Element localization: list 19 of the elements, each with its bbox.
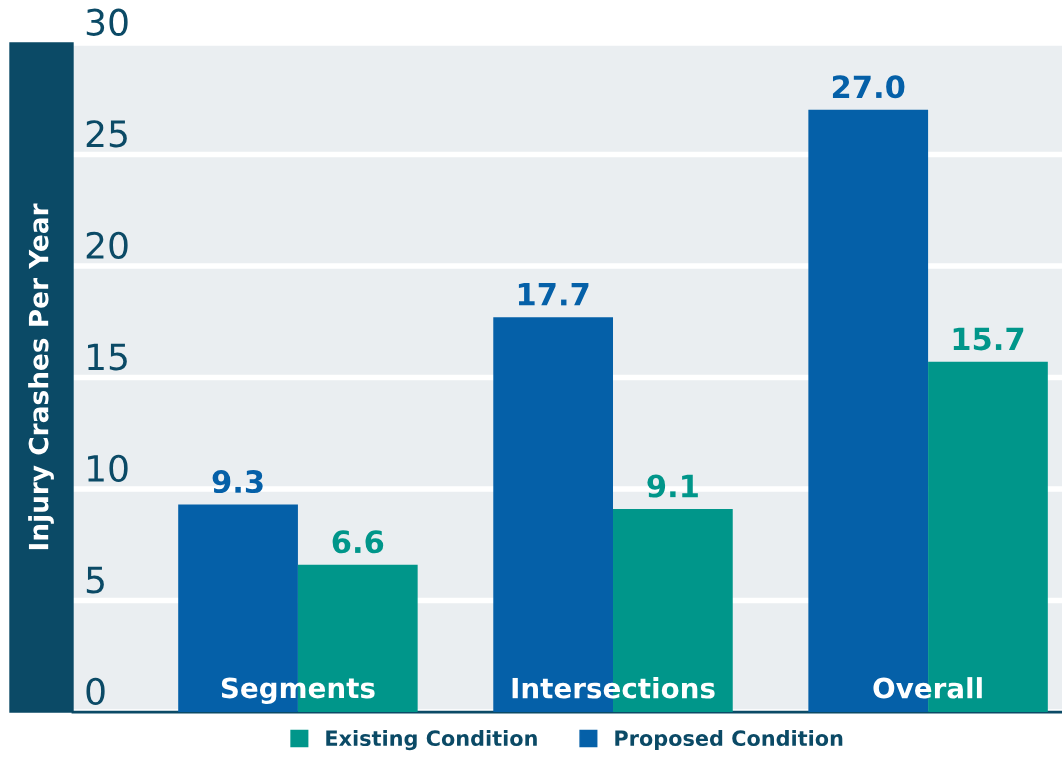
y-tick-label: 30	[86, 8, 128, 36]
data-label: 15.7	[953, 327, 1024, 351]
y-tick-label: 10	[88, 454, 128, 482]
y-tick-label: 25	[86, 120, 127, 148]
data-label: 9.1	[647, 474, 698, 498]
y-axis-title: Injury Crashes Per Year	[28, 203, 54, 550]
y-tick-label: 0	[86, 677, 105, 706]
legend-label: Proposed Condition	[615, 729, 843, 751]
data-label: 6.6	[332, 530, 384, 554]
y-tick-label: 5	[86, 566, 104, 594]
data-label: 17.7	[518, 283, 589, 306]
legend-label: Existing Condition	[326, 729, 537, 751]
x-tick-label: Intersections	[512, 677, 715, 699]
x-tick-label: Overall	[873, 677, 982, 699]
y-tick-label: 20	[86, 231, 128, 259]
data-label: 9.3	[212, 470, 263, 494]
data-label: 27.0	[832, 75, 905, 99]
y-tick-label: 15	[88, 343, 127, 371]
x-tick-label: Segments	[221, 677, 375, 704]
